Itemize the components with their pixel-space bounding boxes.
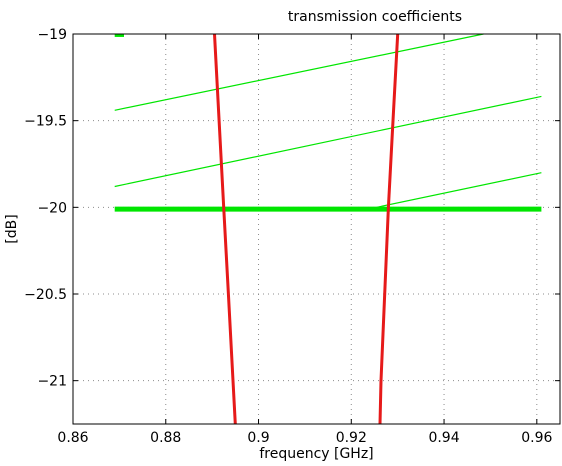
y-tick-label: −19.5 xyxy=(24,114,67,130)
x-tick-label: 0.92 xyxy=(336,430,367,446)
x-tick-label: 0.9 xyxy=(247,430,269,446)
chart-title: transmission coefficients xyxy=(288,9,462,25)
series-line-2 xyxy=(114,95,542,188)
x-tick-label: 0.94 xyxy=(428,430,459,446)
y-tick-label: −20.5 xyxy=(24,287,67,303)
x-axis-label: frequency [GHz] xyxy=(259,446,373,462)
plot-frame xyxy=(72,33,561,425)
x-tick-label: 0.86 xyxy=(57,430,88,446)
grid-layer xyxy=(72,33,560,424)
y-tick-label: −20 xyxy=(37,200,67,216)
y-axis-label: [dB] xyxy=(4,214,20,243)
x-tick-label: 0.96 xyxy=(521,430,552,446)
series-line-1 xyxy=(114,33,484,111)
x-tick-label: 0.88 xyxy=(150,430,181,446)
y-tick-label: −19 xyxy=(37,27,67,43)
y-tick-label: −21 xyxy=(37,374,67,390)
series-line-3 xyxy=(376,172,542,208)
ticks-layer xyxy=(72,33,560,424)
series-line-5 xyxy=(213,33,237,425)
series-line-6 xyxy=(378,33,400,425)
tick-labels-layer: 0.86 0.88 0.9 0.92 0.94 0.96 −19 −19.5 −20 −20.5 −… xyxy=(24,27,552,446)
series-layer xyxy=(114,33,542,425)
